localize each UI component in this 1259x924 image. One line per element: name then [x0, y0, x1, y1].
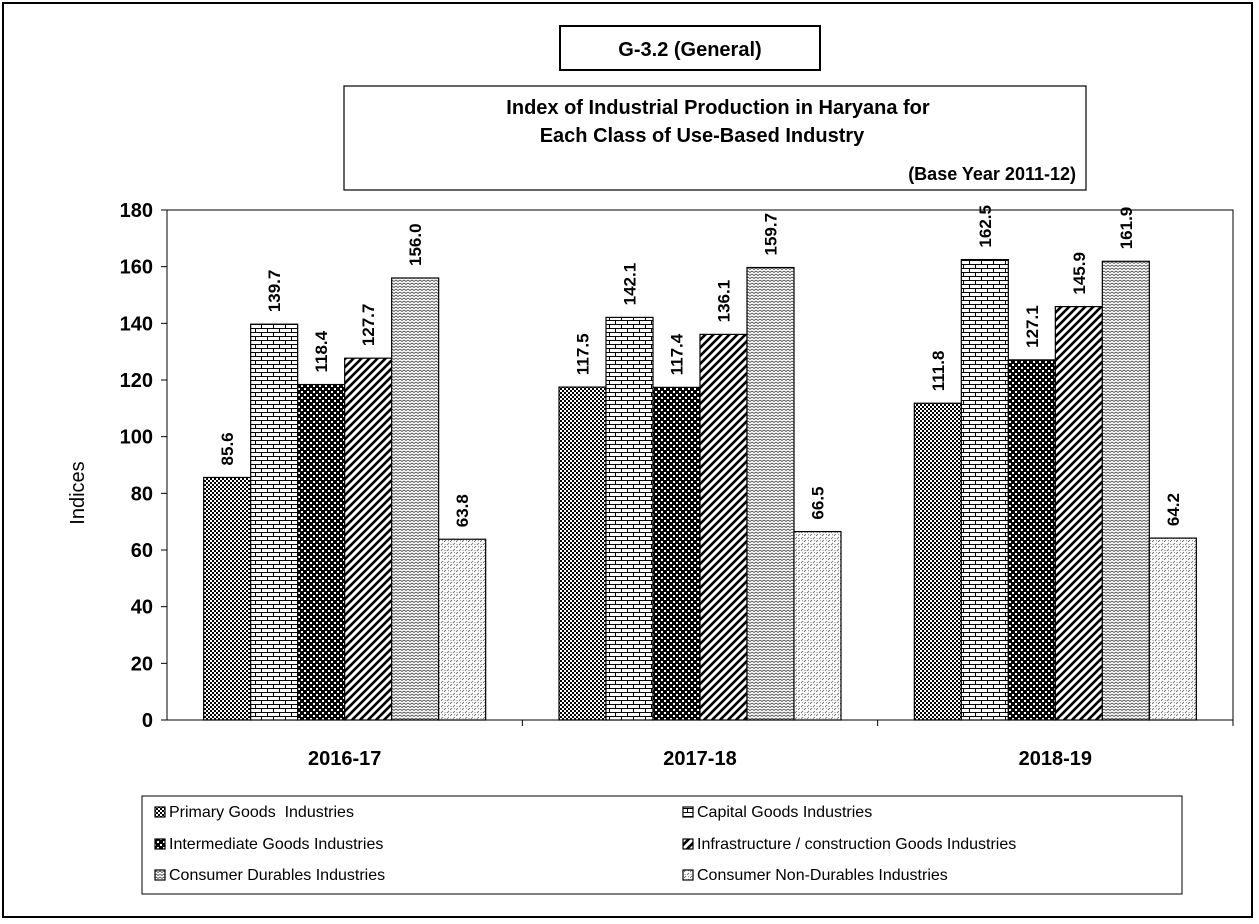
y-tick-label: 140 [120, 313, 153, 335]
legend-label: Intermediate Goods Industries [169, 836, 383, 853]
legend-box [141, 795, 1183, 895]
bar [1054, 306, 1103, 721]
legend-swatch [682, 838, 694, 850]
y-tick-label: 180 [120, 200, 153, 222]
x-tick-label: 2017-18 [663, 748, 736, 770]
y-tick-label: 160 [120, 257, 153, 279]
chart-title-line1: Index of Industrial Production in Haryan… [506, 97, 930, 119]
chart-subtitle: (Base Year 2011-12) [908, 164, 1076, 184]
legend-label: Consumer Non-Durables Industries [697, 867, 948, 884]
figure-label-box [559, 25, 821, 71]
bar [1148, 537, 1197, 721]
data-label: 159.7 [762, 213, 781, 256]
y-tick-label: 80 [131, 483, 153, 505]
data-label: 66.5 [809, 486, 828, 519]
bar [913, 402, 962, 721]
bar [960, 258, 1009, 721]
y-tick-label: 20 [131, 653, 153, 675]
bar [652, 386, 701, 721]
x-tick-label: 2018-19 [1019, 748, 1092, 770]
chart-title-line2: Each Class of Use-Based Industry [540, 125, 865, 147]
y-tick-label: 40 [131, 597, 153, 619]
bar [391, 277, 440, 721]
data-label: 85.6 [218, 432, 237, 465]
legend-label: Primary Goods Industries [169, 804, 354, 821]
data-label: 63.8 [453, 494, 472, 527]
bar [605, 316, 654, 721]
bar [699, 333, 748, 721]
data-label: 139.7 [265, 270, 284, 313]
data-label: 111.8 [929, 351, 948, 392]
y-tick-label: 60 [131, 540, 153, 562]
legend-swatch [154, 806, 166, 818]
bar [250, 323, 299, 721]
bar [746, 266, 795, 721]
legend-swatch [154, 869, 166, 881]
data-label: 117.4 [668, 333, 687, 375]
y-tick-label: 120 [120, 370, 153, 392]
bar [203, 476, 252, 721]
legend-swatch [154, 838, 166, 850]
data-label: 162.5 [976, 205, 995, 248]
bar [793, 530, 842, 721]
legend-swatch [682, 806, 694, 818]
legend-label: Consumer Durables Industries [169, 867, 385, 884]
bar [438, 538, 487, 721]
title-box [343, 85, 1087, 191]
data-label: 127.1 [1023, 305, 1042, 348]
bar [297, 383, 346, 721]
data-label: 118.4 [312, 330, 331, 372]
legend-label: Infrastructure / construction Goods Indu… [697, 836, 1016, 853]
figure-label: G-3.2 (General) [618, 39, 761, 61]
data-label: 136.1 [715, 280, 734, 323]
data-label: 161.9 [1117, 207, 1136, 250]
data-label: 145.9 [1070, 252, 1089, 295]
y-tick-label: 100 [120, 427, 153, 449]
data-label: 156.0 [406, 223, 425, 266]
legend: Primary Goods Industries Capital Goods In… [154, 804, 1016, 884]
data-label: 64.2 [1164, 493, 1183, 526]
bar [1007, 359, 1056, 721]
bar [558, 386, 607, 721]
legend-label: Capital Goods Industries [697, 804, 872, 821]
legend-swatch [682, 869, 694, 881]
y-tick-label: 0 [142, 710, 153, 732]
bar [1101, 260, 1150, 721]
data-label: 127.7 [359, 304, 378, 347]
y-axis-label: Indices [67, 461, 89, 524]
data-label: 142.1 [621, 263, 640, 306]
plot-area: 0 20 40 60 80 100 120 140 160 180 2016-17 85.6 139.7… [120, 200, 1234, 770]
data-label: 117.5 [574, 333, 593, 375]
bar [344, 357, 393, 721]
x-tick-label: 2016-17 [308, 748, 381, 770]
